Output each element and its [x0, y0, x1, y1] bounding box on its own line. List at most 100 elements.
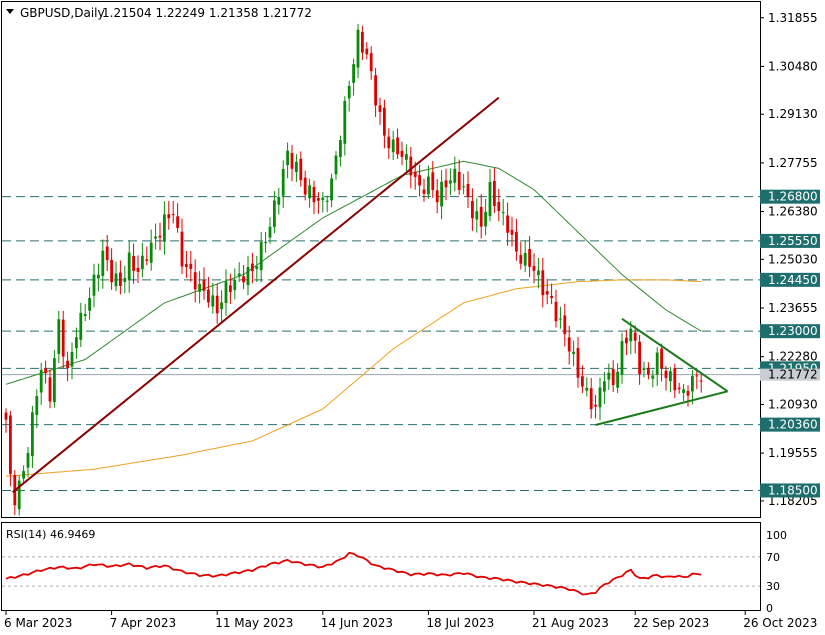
- candle-body: [9, 415, 12, 475]
- candle-body: [61, 319, 65, 357]
- candle-body: [4, 412, 8, 420]
- price-tick-label: 1.19555: [768, 446, 818, 460]
- candle-body: [413, 171, 417, 177]
- symbol-menu-icon[interactable]: [6, 9, 14, 14]
- candle-body: [361, 31, 364, 53]
- candle-body: [251, 263, 254, 271]
- candle-body: [145, 259, 149, 261]
- candle-body: [158, 235, 162, 238]
- candle-body: [303, 177, 307, 195]
- candle-body: [603, 381, 606, 392]
- candle-body: [233, 279, 237, 291]
- candle-body: [515, 231, 518, 252]
- time-tick-label: 7 Apr 2023: [110, 616, 177, 630]
- candle-body: [215, 295, 219, 314]
- candle-body: [400, 150, 404, 157]
- symbol-label: GBPUSD,Daily: [20, 6, 105, 20]
- candle-body: [506, 215, 509, 233]
- rsi-tick-label: 30: [766, 580, 780, 593]
- candle-body: [453, 168, 457, 183]
- candle-body: [638, 341, 641, 375]
- candle-body: [405, 154, 408, 160]
- current-price-label: 1.21772: [768, 368, 818, 382]
- candle-body: [567, 337, 571, 352]
- candle-body: [57, 319, 61, 354]
- candle-body: [299, 158, 303, 181]
- candle-body: [677, 387, 681, 390]
- current-price-box: [760, 368, 820, 381]
- candle-body: [594, 404, 597, 407]
- candle-body: [559, 318, 562, 320]
- candle-body: [572, 351, 575, 354]
- candle-body: [290, 152, 294, 169]
- candle-body: [523, 253, 527, 266]
- candle-body: [242, 276, 245, 283]
- rsi-tick-label: 0: [766, 602, 773, 615]
- price-tick-label: 1.31855: [768, 11, 818, 25]
- level-label-box: [760, 417, 820, 432]
- level-label-text: 1.20360: [768, 418, 818, 432]
- candle-body: [101, 250, 105, 276]
- triangle-upper-line: [621, 317, 729, 393]
- candle-body: [378, 105, 382, 112]
- candle-body: [163, 214, 166, 242]
- level-label-box: [760, 324, 820, 339]
- price-tick-label: 1.27755: [768, 156, 818, 170]
- candle-body: [347, 85, 351, 99]
- candle-body: [647, 368, 650, 375]
- candle-body: [673, 368, 677, 391]
- time-tick-label: 18 Jul 2023: [426, 616, 494, 630]
- candle-body: [176, 216, 179, 228]
- rising-trend-line: [11, 96, 500, 493]
- ma-slow-line: [5, 279, 702, 477]
- candle-body: [484, 211, 487, 227]
- candle-body: [88, 297, 91, 311]
- candle-body: [339, 140, 342, 158]
- candle-body: [237, 273, 241, 277]
- candle-body: [17, 480, 21, 510]
- candle-body: [471, 201, 474, 219]
- rsi-indicator: 100 70 30 0: [2, 529, 787, 615]
- candle-body: [356, 29, 360, 68]
- rsi-label: RSI(14) 46.9469: [6, 528, 95, 541]
- candle-body: [554, 301, 558, 322]
- candle-body: [132, 256, 135, 271]
- candle-body: [114, 273, 118, 287]
- candle-body: [369, 53, 373, 72]
- candle-body: [616, 371, 619, 388]
- candle-body: [479, 206, 483, 227]
- candle-body: [211, 295, 215, 307]
- candle-body: [110, 259, 113, 283]
- price-tick-label: 1.23655: [768, 301, 818, 315]
- candle-body: [22, 471, 25, 479]
- candle-body: [365, 48, 369, 55]
- candle-body: [198, 283, 201, 292]
- level-label-text: 1.18500: [768, 483, 818, 497]
- price-tick-label: 1.26380: [768, 205, 818, 219]
- time-tick-label: 26 Oct 2023: [743, 616, 817, 630]
- candle-body: [418, 175, 421, 186]
- candle-body: [317, 198, 320, 201]
- candle-body: [374, 75, 377, 106]
- candle-body: [264, 241, 267, 244]
- candle-body: [691, 375, 694, 392]
- price-axis: 1.31855 1.30480 1.29130 1.27755 1.26380 1.250…: [760, 11, 818, 508]
- level-label-box: [760, 272, 820, 287]
- candle-body: [660, 348, 663, 369]
- candle-body: [154, 236, 157, 239]
- candle-body: [620, 341, 624, 375]
- candle-body: [598, 387, 602, 408]
- candle-body: [31, 412, 34, 456]
- candle-body: [167, 214, 171, 219]
- price-tick-label: 1.30480: [768, 59, 818, 73]
- candle-body: [409, 156, 413, 176]
- candle-body: [136, 268, 140, 272]
- candle-body: [699, 380, 703, 382]
- candle-body: [268, 226, 272, 238]
- candle-body: [427, 176, 430, 195]
- candle-body: [224, 281, 228, 304]
- candle-body: [444, 180, 448, 188]
- price-tick-label: 1.22280: [768, 350, 818, 364]
- candle-body: [281, 168, 285, 196]
